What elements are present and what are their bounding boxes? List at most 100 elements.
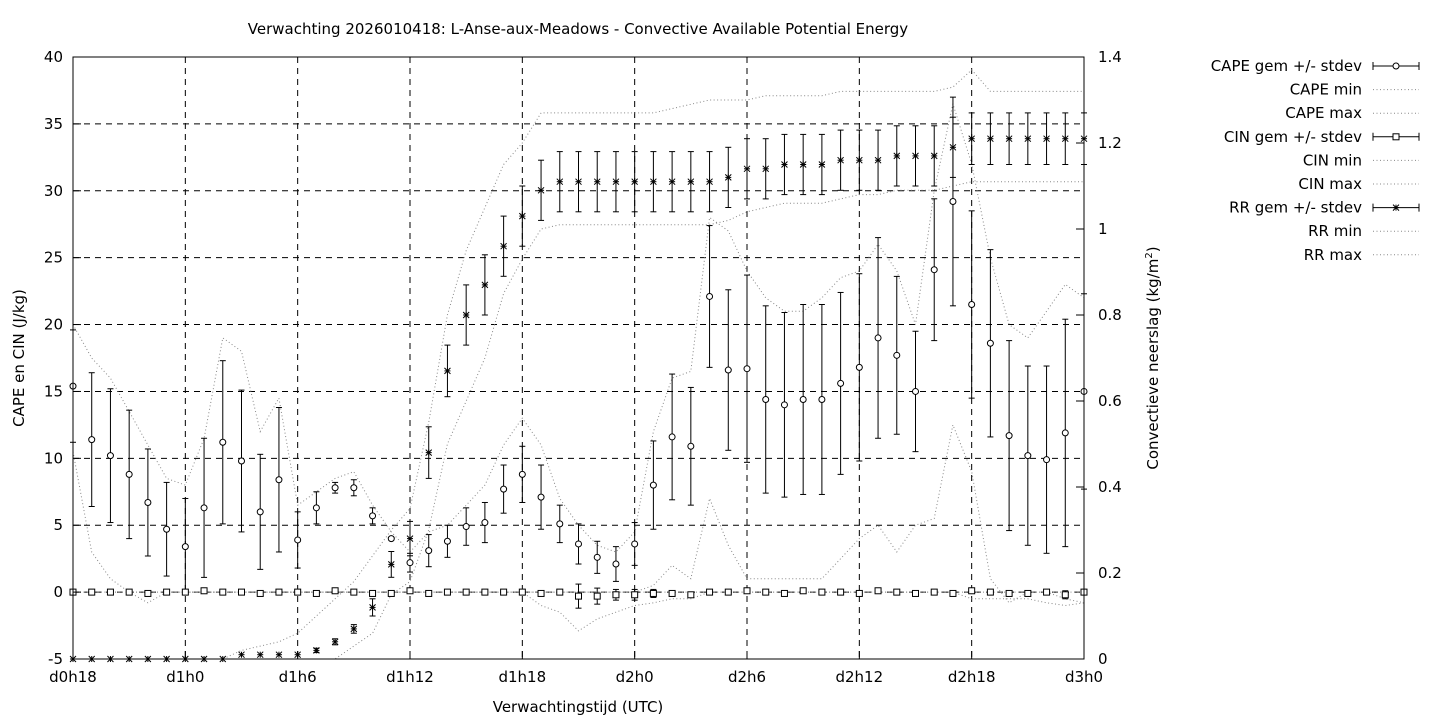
cape-gem-stdev-point	[762, 395, 770, 403]
rr-gem-stdev-point	[1005, 135, 1013, 143]
rr-gem-stdev-point	[837, 156, 844, 164]
rr-gem-stdev-point	[537, 186, 545, 194]
cape-gem-stdev-point	[481, 519, 489, 527]
cin-gem-stdev-point	[256, 589, 264, 597]
cin-gem-stdev-point	[706, 588, 714, 596]
rr-gem-stdev-point	[238, 651, 245, 659]
grid-lines	[72, 57, 1085, 659]
cape-gem-stdev-point	[425, 547, 433, 555]
cape-gem-stdev-point	[724, 366, 732, 374]
legend-label: RR min	[1308, 222, 1362, 240]
legend-label: CAPE gem +/- stdev	[1211, 57, 1362, 75]
rr-gem-stdev-point	[406, 535, 414, 542]
rr-gem-stdev-point	[855, 156, 863, 164]
rr-gem-stdev-point	[799, 161, 807, 168]
y-tick-label: -5	[48, 650, 63, 668]
cape-gem-stdev-point	[462, 523, 470, 531]
cin-gem-stdev-point	[387, 589, 395, 597]
cin-gem-stdev-point	[724, 588, 732, 596]
legend-label: CIN min	[1303, 151, 1362, 169]
legend-marker	[1392, 133, 1400, 141]
rr-gem-stdev-point	[874, 156, 882, 164]
y2-tick-label: 0	[1098, 650, 1108, 668]
rr-gem-stdev-point	[256, 651, 264, 659]
cin-gem-stdev-point	[1005, 589, 1013, 597]
chart-title: Verwachting 2026010418: L-Anse-aux-Meado…	[248, 20, 909, 38]
cape-gem-stdev-point	[668, 433, 676, 441]
y-tick-label: 15	[44, 382, 63, 400]
cin-gem-stdev-point	[275, 588, 283, 596]
y-tick-label: 20	[44, 316, 63, 334]
cin-gem-stdev-point	[462, 588, 470, 596]
cape-gem-stdev-point	[500, 485, 508, 493]
cape-gem-stdev-point	[893, 351, 901, 359]
y2-tick-label: 0.4	[1098, 478, 1122, 496]
rr-gem-stdev-point	[743, 165, 751, 173]
cin-gem-stdev-point	[593, 592, 601, 600]
x-tick-label: d2h18	[948, 668, 996, 686]
rr-gem-stdev-point	[968, 135, 976, 143]
cape-gem-stdev-point	[706, 292, 714, 300]
cape-min-line	[72, 423, 1085, 604]
y-tick-label: 0	[53, 583, 63, 601]
rr-gem-stdev-point	[930, 152, 938, 160]
cin-gem-stdev-point	[556, 588, 564, 596]
cape-gem-stdev-point	[106, 452, 114, 460]
cin-gem-stdev-point	[762, 588, 770, 596]
cin-gem-stdev-point	[687, 591, 695, 599]
legend-label: CAPE max	[1285, 104, 1362, 122]
legend-label: CAPE min	[1290, 81, 1362, 99]
rr-gem-stdev-point	[912, 152, 919, 160]
cape-gem-stdev-point	[649, 481, 657, 489]
cin-gem-stdev-point	[612, 591, 620, 599]
cape-gem-stdev-point	[163, 525, 171, 533]
cin-gem-stdev-point	[799, 587, 807, 595]
cin-gem-stdev-point	[837, 588, 845, 596]
plot-frame	[72, 56, 1085, 660]
cape-gem-stdev-point	[200, 504, 208, 512]
cape-gem-stdev-point	[256, 508, 264, 516]
cin-gem-stdev-point	[537, 589, 545, 597]
cin-gem-stdev-point	[780, 589, 788, 597]
rr-gem-stdev-point	[949, 143, 957, 151]
y2-tick-label: 1	[1098, 220, 1108, 238]
cape-gem-stdev-point	[387, 535, 395, 543]
cin-gem-stdev-point	[181, 588, 189, 596]
rr-gem-stdev-point	[724, 174, 732, 181]
rr-gem-stdev-point	[387, 561, 395, 568]
y2-axis-label-sup: 2	[1144, 252, 1155, 258]
rr-gem-stdev-point	[313, 647, 320, 654]
cape-gem-stdev-point	[144, 498, 152, 506]
rr-gem-stdev-point	[650, 178, 657, 186]
cape-gem-stdev-point	[986, 339, 994, 347]
cape-gem-stdev-point	[219, 438, 227, 446]
cape-gem-stdev-point	[837, 379, 845, 387]
rr-gem-stdev-point	[668, 178, 676, 186]
rr-gem-stdev-point	[1043, 135, 1050, 143]
cin-gem-stdev-point	[518, 588, 526, 596]
cin-gem-stdev-point	[88, 588, 96, 596]
x-tick-label: d1h18	[498, 668, 546, 686]
cin-gem-stdev-point	[1061, 591, 1069, 599]
cin-gem-stdev-point	[500, 588, 508, 596]
rr-gem-stdev-point	[500, 242, 507, 250]
cape-gem-stdev-point	[968, 300, 976, 308]
cin-gem-stdev-point	[238, 588, 245, 596]
cape-gem-stdev-point	[88, 436, 96, 444]
cape-gem-stdev-point	[275, 476, 283, 484]
cin-gem-stdev-point	[425, 589, 433, 597]
rr-gem-stdev-point	[425, 449, 433, 456]
x-tick-label: d1h12	[386, 668, 434, 686]
y2-axis-label-main: Convectieve neerslag (kg/m	[1144, 259, 1162, 470]
x-tick-label: d3h0	[1065, 668, 1103, 686]
cin-gem-stdev-point	[818, 588, 826, 596]
errorbar-series-layer	[69, 96, 1088, 663]
cin-gem-stdev-point	[144, 589, 152, 597]
rr-gem-stdev-point	[893, 152, 901, 160]
rr-gem-stdev-point	[612, 178, 620, 186]
cin-gem-stdev-point	[575, 592, 582, 600]
rr-gem-stdev-point	[762, 165, 770, 173]
cape-gem-stdev-point	[612, 560, 620, 568]
legend-marker	[1392, 204, 1400, 211]
cin-gem-stdev-point	[649, 589, 657, 597]
